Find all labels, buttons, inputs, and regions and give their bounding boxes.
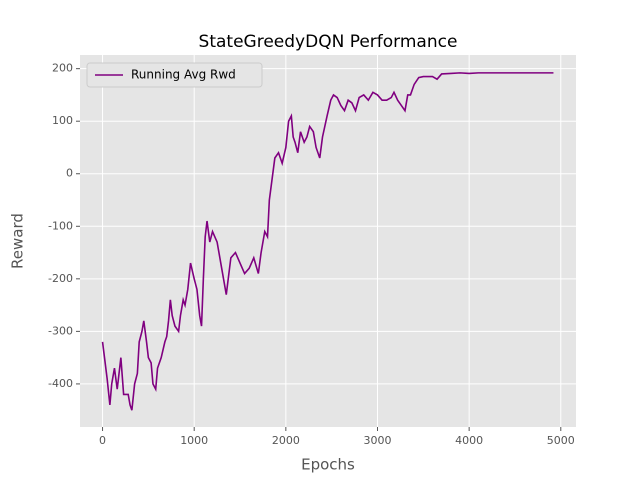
legend-box: [86, 62, 263, 88]
x-tick-label: 4000: [455, 434, 483, 447]
chart-title: StateGreedyDQN Performance: [199, 32, 458, 52]
y-tick-label: 200: [52, 62, 73, 75]
x-tick-label: 3000: [363, 434, 391, 447]
y-tick-label: -200: [48, 272, 73, 285]
x-axis-label: Epochs: [301, 456, 355, 474]
y-tick-label: -100: [48, 219, 73, 232]
y-tick-label: -400: [48, 377, 73, 390]
x-tick-label: 2000: [272, 434, 300, 447]
plot-area: [80, 55, 576, 427]
data-line: [101, 72, 554, 411]
y-axis-label: Reward: [9, 213, 27, 269]
legend-label: Running Avg Rwd: [131, 68, 236, 82]
x-tick-label: 5000: [547, 434, 575, 447]
y-tick-label: 0: [66, 167, 73, 180]
y-tick-label: -300: [48, 324, 73, 337]
x-tick-label: 1000: [180, 434, 208, 447]
x-tick-label: 0: [99, 434, 106, 447]
y-tick-label: 100: [52, 114, 73, 127]
